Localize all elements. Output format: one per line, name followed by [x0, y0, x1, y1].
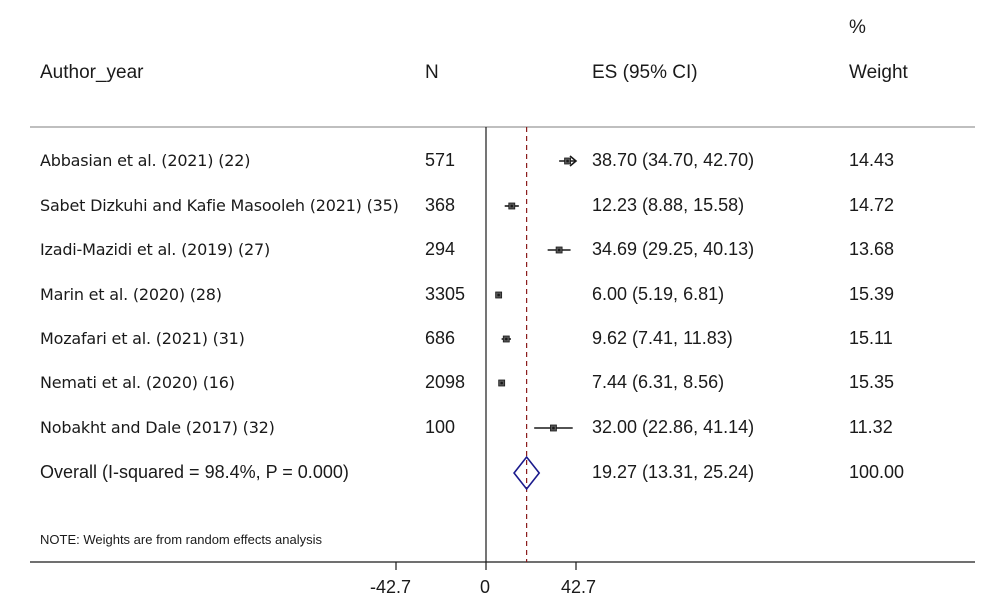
study-label: Marin et al. (2020) (28)	[40, 285, 222, 304]
study-weight: 15.35	[849, 372, 895, 392]
study-weight: 13.68	[849, 239, 895, 259]
overall-label: Overall (I-squared = 98.4%, P = 0.000)	[40, 462, 349, 482]
study-es: 32.00 (22.86, 41.14)	[592, 417, 755, 437]
tick-label: -42.7	[370, 577, 412, 597]
study-es: 34.69 (29.25, 40.13)	[592, 239, 755, 259]
study-es: 12.23 (8.88, 15.58)	[592, 195, 745, 215]
point-estimate-dot	[566, 159, 569, 163]
header-weight-pct: %	[849, 17, 866, 38]
study-label: Nobakht and Dale (2017) (32)	[40, 418, 275, 437]
header-n: N	[425, 62, 439, 83]
study-n: 686	[425, 328, 456, 348]
study-n: 3305	[425, 284, 466, 304]
point-estimate-dot	[552, 426, 555, 430]
study-weight: 14.43	[849, 150, 895, 170]
tick-label: 0	[480, 577, 491, 597]
study-weight: 11.32	[849, 417, 893, 437]
study-es: 9.62 (7.41, 11.83)	[592, 328, 733, 348]
study-n: 368	[425, 195, 456, 215]
tick-label: 42.7	[561, 577, 597, 597]
point-estimate-dot	[497, 293, 500, 297]
point-estimate-dot	[557, 248, 561, 252]
study-n: 100	[425, 417, 456, 437]
study-label: Izadi-Mazidi et al. (2019) (27)	[40, 240, 270, 259]
overall-es: 19.27 (13.31, 25.24)	[592, 462, 755, 482]
header-author: Author_year	[40, 62, 144, 83]
study-label: Abbasian et al. (2021) (22)	[40, 151, 251, 170]
study-n: 294	[425, 239, 456, 259]
point-estimate-dot	[504, 337, 508, 341]
point-estimate-dot	[510, 204, 514, 208]
axis-ticks	[395, 562, 577, 570]
ci-arrow	[569, 155, 578, 167]
study-weight: 14.72	[849, 195, 895, 215]
study-weight: 15.11	[849, 328, 893, 348]
header-weight: Weight	[849, 62, 908, 83]
study-label: Sabet Dizkuhi and Kafie Masooleh (2021) …	[40, 196, 399, 215]
study-label: Nemati et al. (2020) (16)	[40, 373, 235, 392]
study-marks	[495, 127, 578, 562]
overall-weight: 100.00	[849, 462, 905, 482]
study-n: 571	[425, 150, 456, 170]
footnote: NOTE: Weights are from random effects an…	[40, 532, 323, 547]
study-es: 7.44 (6.31, 8.56)	[592, 372, 725, 392]
overall-diamond	[513, 455, 541, 491]
study-n: 2098	[425, 372, 466, 392]
study-weight: 15.39	[849, 284, 895, 304]
point-estimate-dot	[500, 381, 503, 385]
study-es: 38.70 (34.70, 42.70)	[592, 150, 755, 170]
study-es: 6.00 (5.19, 6.81)	[592, 284, 725, 304]
study-label: Mozafari et al. (2021) (31)	[40, 329, 245, 348]
header-es: ES (95% CI)	[592, 62, 698, 83]
